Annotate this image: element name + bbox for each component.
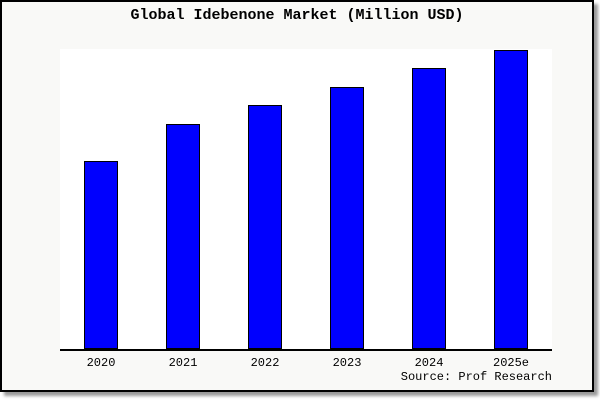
bar-2023: [330, 87, 364, 349]
bar-2025e: [494, 50, 528, 349]
chart-frame: Global Idebenone Market (Million USD) 20…: [0, 0, 594, 392]
x-tick-label-2022: 2022: [250, 356, 280, 370]
x-tick-label-2020: 2020: [86, 356, 116, 370]
bar-2020: [84, 161, 118, 349]
plot-area: [60, 49, 552, 351]
x-tick-label-2025e: 2025e: [493, 356, 530, 370]
bar-2024: [412, 68, 446, 349]
bar-2022: [248, 105, 282, 349]
chart-title: Global Idebenone Market (Million USD): [130, 7, 464, 24]
x-tick-label-2021: 2021: [168, 356, 198, 370]
x-tick-label-2024: 2024: [414, 356, 444, 370]
bar-2021: [166, 124, 200, 349]
bars-container: [60, 49, 552, 349]
x-axis-labels: 2020 2021 2022 2023 2024 2025e: [60, 356, 552, 370]
source-note: Source: Prof Research: [400, 370, 552, 384]
x-tick-label-2023: 2023: [332, 356, 362, 370]
